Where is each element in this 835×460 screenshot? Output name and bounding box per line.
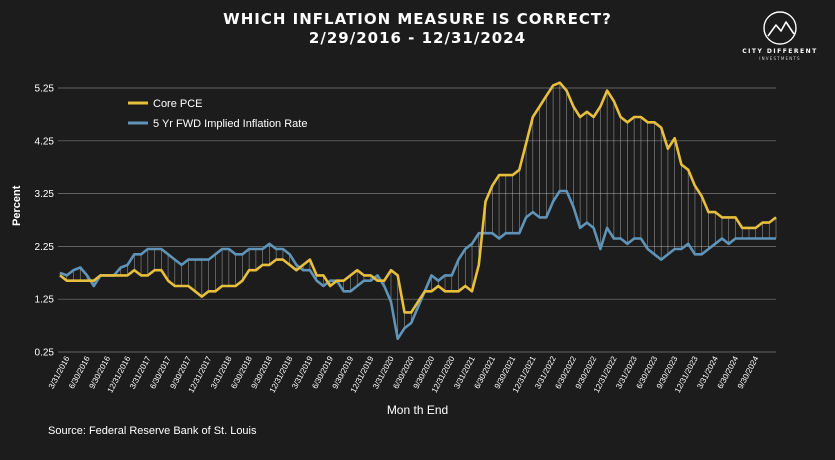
legend-label: Core PCE bbox=[153, 98, 203, 110]
y-tick-label: 3.25 bbox=[35, 189, 55, 200]
y-tick-labels: 0.25 1.25 2.25 3.25 4.25 5.25 bbox=[35, 84, 55, 359]
y-tick-label: 4.25 bbox=[35, 136, 55, 147]
y-tick-label: 5.25 bbox=[35, 84, 55, 95]
series-lines bbox=[59, 81, 777, 341]
grid-lines bbox=[58, 87, 776, 353]
x-tick-labels: 3/31/20166/30/20169/30/201612/31/20163/3… bbox=[47, 354, 761, 394]
spread-hatching bbox=[59, 82, 777, 339]
logo-subtitle: INVESTMENTS bbox=[759, 56, 801, 61]
chart-title: WHICH INFLATION MEASURE IS CORRECT? bbox=[223, 10, 612, 28]
y-tick-label: 2.25 bbox=[35, 242, 55, 253]
series-line-implied-inflation bbox=[59, 189, 776, 341]
y-tick-label: 0.25 bbox=[35, 348, 55, 359]
mountain-logo-icon bbox=[763, 11, 797, 45]
y-tick-label: 1.25 bbox=[35, 295, 55, 306]
series-line-core-pce bbox=[59, 81, 777, 314]
company-logo: CITY DIFFERENT INVESTMENTS bbox=[740, 10, 820, 61]
legend: Core PCE 5 Yr FWD Implied Inflation Rate bbox=[128, 98, 307, 130]
legend-label: 5 Yr FWD Implied Inflation Rate bbox=[153, 118, 307, 130]
source-note: Source: Federal Reserve Bank of St. Loui… bbox=[48, 425, 257, 437]
logo-name: CITY DIFFERENT bbox=[742, 48, 818, 55]
x-axis-label: Mon th End bbox=[386, 403, 449, 417]
chart-subtitle: 2/29/2016 - 12/31/2024 bbox=[308, 29, 527, 47]
